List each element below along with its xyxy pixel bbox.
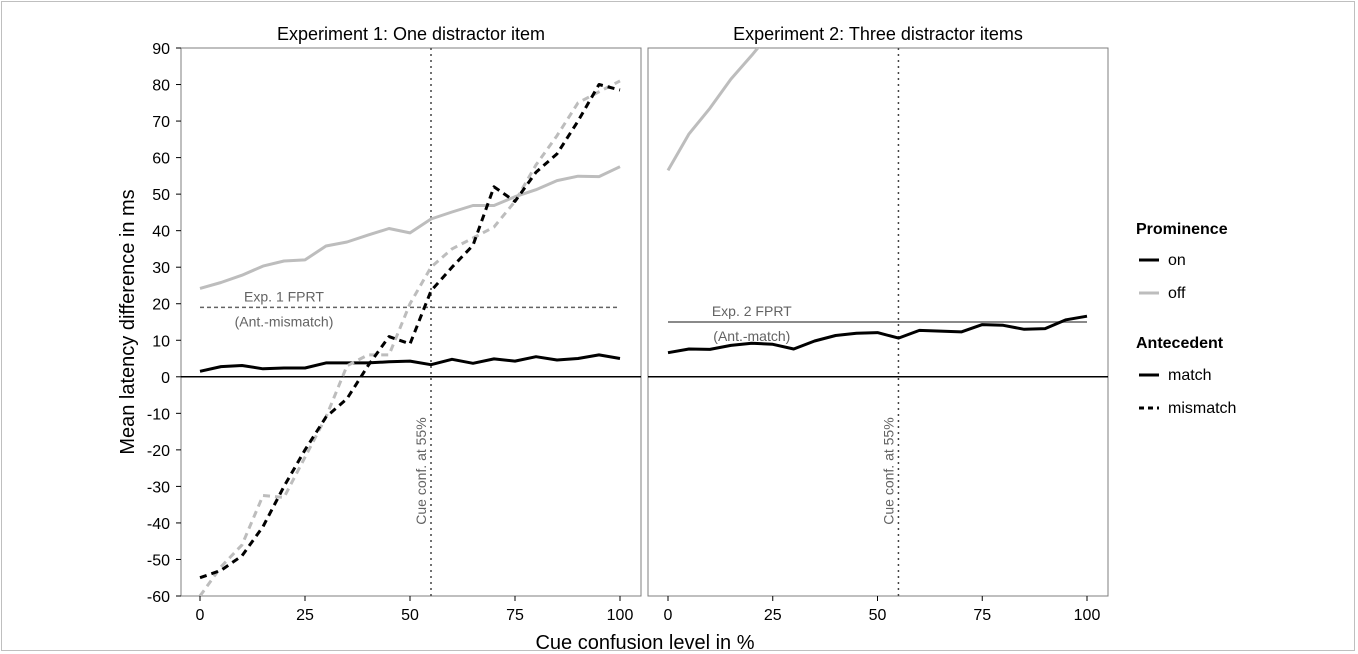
y-tick-label--10: -10 bbox=[147, 406, 170, 423]
series-off-match bbox=[666, 48, 760, 172]
legend: Prominence on off Antecedent match misma… bbox=[1136, 221, 1236, 417]
panel-1-hline-label-1: Exp. 1 FPRT bbox=[244, 288, 324, 304]
panel-1-border bbox=[180, 47, 642, 597]
y-tick-label-70: 70 bbox=[152, 114, 170, 131]
x-axis-label: Cue confusion level in % bbox=[535, 632, 754, 654]
x-tick-label-0: 0 bbox=[664, 607, 673, 624]
series-on-match bbox=[667, 314, 1088, 355]
y-tick-label-60: 60 bbox=[152, 151, 170, 168]
panel-1-plot-area bbox=[181, 48, 641, 596]
series-off-mismatch bbox=[198, 79, 621, 596]
y-axis-label: Mean latency difference in ms bbox=[117, 189, 139, 454]
x-axis-panel-1: 0 25 50 75 100 bbox=[196, 596, 634, 624]
y-tick-label--30: -30 bbox=[147, 479, 170, 496]
panel-1 bbox=[180, 47, 642, 597]
panel-2-hline-label-1: Exp. 2 FPRT bbox=[712, 303, 792, 319]
x-tick-label-75: 75 bbox=[506, 607, 524, 624]
y-tick-label--20: -20 bbox=[147, 443, 170, 460]
x-tick-label-25: 25 bbox=[296, 607, 314, 624]
series-on-mismatch bbox=[199, 83, 621, 580]
legend-antecedent-title: Antecedent bbox=[1136, 335, 1224, 352]
y-tick-label-20: 20 bbox=[152, 297, 170, 314]
x-tick-label-0: 0 bbox=[196, 607, 205, 624]
legend-prominence-title: Prominence bbox=[1136, 221, 1228, 238]
x-tick-label-50: 50 bbox=[401, 607, 419, 624]
x-tick-label-75: 75 bbox=[973, 607, 991, 624]
legend-off-label: off bbox=[1168, 285, 1186, 302]
y-tick-label-50: 50 bbox=[152, 187, 170, 204]
y-tick-label-30: 30 bbox=[152, 260, 170, 277]
y-tick-label--50: -50 bbox=[147, 552, 170, 569]
y-tick-label-40: 40 bbox=[152, 224, 170, 241]
series-on-match bbox=[199, 353, 621, 373]
x-tick-label-100: 100 bbox=[1074, 607, 1101, 624]
x-axis-panel-2: 0 25 50 75 100 bbox=[664, 596, 1101, 624]
x-tick-label-50: 50 bbox=[869, 607, 887, 624]
y-tick-label-0: 0 bbox=[161, 370, 170, 387]
x-tick-label-25: 25 bbox=[764, 607, 782, 624]
panel-2-title: Experiment 2: Three distractor items bbox=[733, 24, 1023, 44]
y-tick-label-80: 80 bbox=[152, 78, 170, 95]
y-tick-label-10: 10 bbox=[152, 333, 170, 350]
legend-on-label: on bbox=[1168, 252, 1186, 269]
y-tick-label-90: 90 bbox=[152, 41, 170, 58]
panel-2-vline-label: Cue conf. at 55% bbox=[880, 417, 896, 524]
panel-1-hline-label-2: (Ant.-mismatch) bbox=[235, 313, 334, 329]
y-tick-label--40: -40 bbox=[147, 516, 170, 533]
panel-1-vline-label: Cue conf. at 55% bbox=[413, 417, 429, 524]
y-axis: 90 80 70 60 50 40 30 20 10 0 -10 -20 -30 -40 -50 -60 bbox=[147, 41, 181, 606]
x-tick-label-100: 100 bbox=[607, 607, 634, 624]
y-tick-label--60: -60 bbox=[147, 589, 170, 606]
panel-2-plot-area bbox=[648, 48, 1108, 596]
legend-mismatch-label: mismatch bbox=[1168, 400, 1236, 417]
panel-2-hline-label-2: (Ant.-match) bbox=[713, 328, 790, 344]
series-off-match bbox=[199, 165, 621, 290]
panel-1-title: Experiment 1: One distractor item bbox=[277, 24, 545, 44]
legend-match-label: match bbox=[1168, 367, 1212, 384]
